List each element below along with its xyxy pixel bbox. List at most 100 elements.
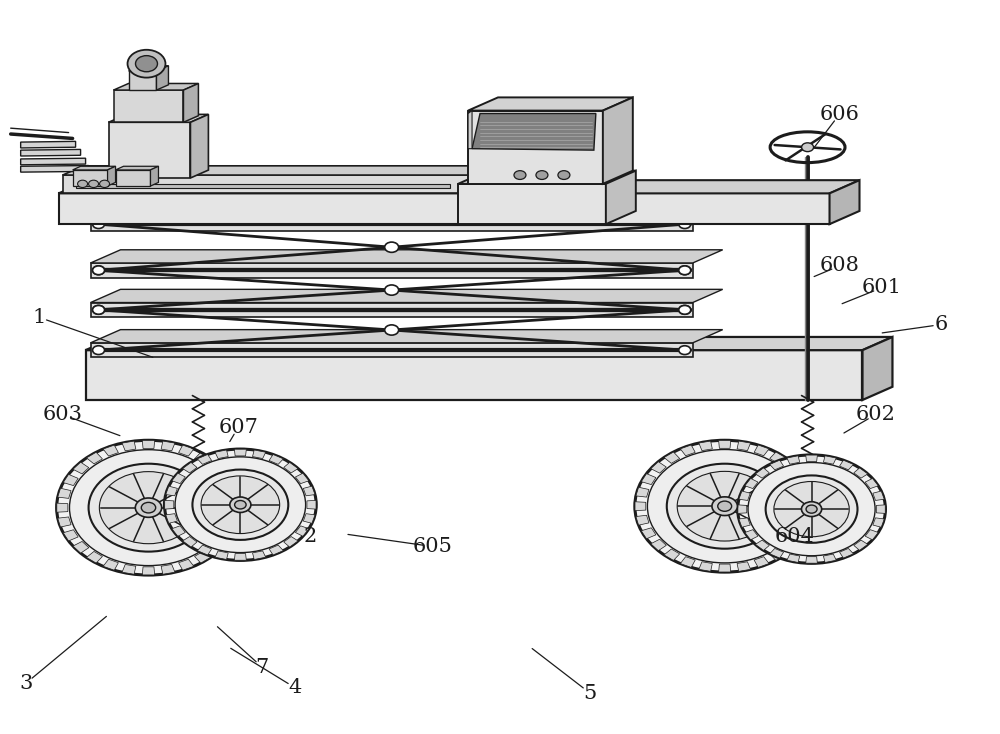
Circle shape [514, 171, 526, 179]
Polygon shape [87, 551, 102, 563]
Polygon shape [787, 554, 800, 562]
Circle shape [201, 476, 280, 534]
Polygon shape [226, 517, 239, 527]
Polygon shape [122, 441, 136, 451]
Polygon shape [854, 468, 868, 478]
Polygon shape [253, 450, 266, 459]
Polygon shape [770, 549, 785, 560]
Circle shape [385, 242, 399, 252]
Circle shape [802, 143, 814, 152]
Polygon shape [664, 452, 680, 463]
Polygon shape [161, 441, 175, 451]
Polygon shape [21, 150, 81, 156]
Polygon shape [179, 559, 194, 570]
Polygon shape [122, 564, 136, 574]
Polygon shape [91, 289, 723, 302]
Polygon shape [73, 170, 108, 186]
Polygon shape [664, 549, 680, 560]
Circle shape [712, 497, 737, 515]
Polygon shape [57, 503, 68, 512]
Polygon shape [636, 487, 649, 497]
Polygon shape [234, 553, 246, 560]
Polygon shape [91, 250, 723, 263]
Polygon shape [873, 491, 884, 501]
Polygon shape [91, 302, 693, 317]
Polygon shape [804, 502, 814, 511]
Polygon shape [269, 454, 283, 465]
Polygon shape [737, 562, 751, 571]
Polygon shape [109, 115, 208, 123]
Circle shape [89, 464, 208, 552]
Circle shape [679, 305, 691, 314]
Polygon shape [103, 445, 118, 456]
Text: 5: 5 [583, 683, 596, 702]
Polygon shape [840, 460, 853, 470]
Polygon shape [116, 167, 158, 170]
Polygon shape [865, 479, 878, 489]
Polygon shape [21, 142, 76, 148]
Polygon shape [166, 514, 177, 523]
Circle shape [235, 501, 246, 509]
Polygon shape [680, 556, 695, 567]
Text: 607: 607 [218, 418, 258, 437]
Polygon shape [161, 564, 175, 574]
Polygon shape [472, 166, 493, 193]
Circle shape [766, 476, 858, 543]
Polygon shape [190, 115, 208, 178]
Polygon shape [86, 350, 862, 400]
Polygon shape [234, 449, 246, 456]
Polygon shape [806, 455, 817, 462]
Polygon shape [156, 66, 168, 90]
Polygon shape [183, 84, 198, 123]
Polygon shape [770, 548, 784, 558]
Polygon shape [739, 491, 750, 501]
Polygon shape [823, 456, 836, 464]
Polygon shape [197, 545, 212, 555]
Polygon shape [183, 537, 197, 547]
Polygon shape [183, 462, 197, 473]
Circle shape [93, 346, 105, 355]
Circle shape [57, 440, 240, 575]
Polygon shape [468, 98, 633, 111]
Polygon shape [215, 551, 228, 559]
Text: 604: 604 [775, 528, 815, 547]
Polygon shape [823, 554, 836, 562]
Polygon shape [295, 473, 309, 484]
Polygon shape [63, 175, 472, 193]
Polygon shape [862, 337, 892, 400]
Polygon shape [76, 184, 450, 187]
Circle shape [100, 180, 110, 187]
Polygon shape [91, 330, 723, 343]
Polygon shape [253, 551, 266, 559]
Polygon shape [172, 526, 185, 537]
Circle shape [93, 305, 105, 314]
Circle shape [536, 171, 548, 179]
Circle shape [635, 440, 815, 572]
Circle shape [748, 462, 875, 556]
Polygon shape [229, 503, 240, 512]
Circle shape [385, 325, 399, 335]
Polygon shape [59, 180, 860, 193]
Polygon shape [651, 462, 666, 473]
Circle shape [806, 505, 817, 513]
Polygon shape [73, 462, 89, 474]
Polygon shape [651, 539, 666, 550]
Polygon shape [165, 501, 174, 509]
Circle shape [141, 502, 156, 513]
Polygon shape [129, 71, 156, 90]
Polygon shape [208, 462, 224, 474]
Polygon shape [307, 501, 316, 509]
Polygon shape [197, 454, 212, 465]
Polygon shape [73, 167, 116, 170]
Circle shape [136, 56, 157, 72]
Polygon shape [800, 515, 813, 525]
Polygon shape [219, 530, 234, 541]
Polygon shape [116, 170, 150, 186]
Polygon shape [295, 526, 309, 537]
Polygon shape [73, 542, 89, 553]
Polygon shape [458, 171, 636, 184]
Polygon shape [142, 567, 155, 575]
Text: 606: 606 [820, 105, 859, 124]
Polygon shape [840, 548, 853, 558]
Text: 3: 3 [19, 674, 32, 693]
